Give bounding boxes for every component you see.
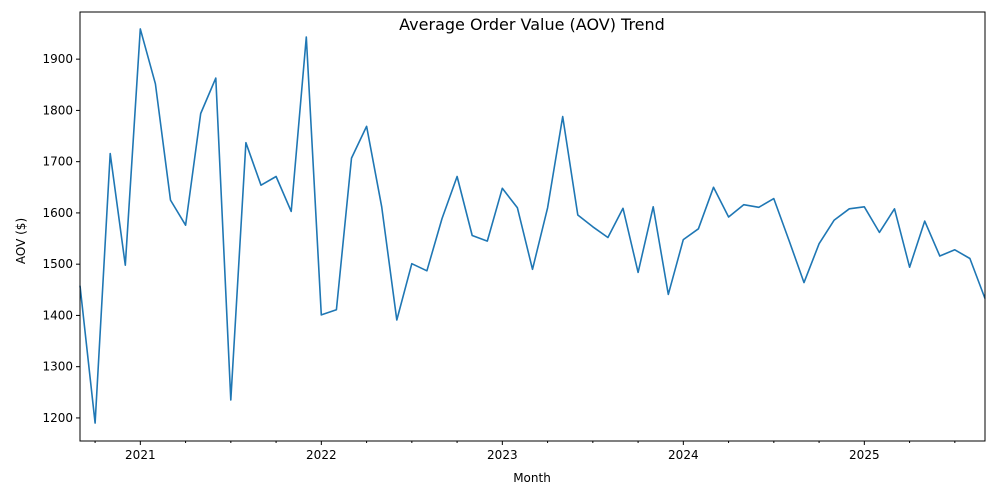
series-line <box>79 28 986 424</box>
x-tick-label: 2021 <box>125 448 156 462</box>
x-tick-label: 2023 <box>487 448 518 462</box>
y-axis: 1200 1300 1400 1500 1600 1700 1800 1900 <box>42 52 80 425</box>
x-axis: 2021 2022 2023 2024 2025 <box>94 441 956 462</box>
y-tick-label: 1300 <box>42 360 73 374</box>
x-tick-label: 2022 <box>306 448 337 462</box>
y-tick-label: 1400 <box>42 308 73 322</box>
x-tick-label: 2024 <box>668 448 699 462</box>
y-tick-label: 1200 <box>42 411 73 425</box>
x-tick-label: 2025 <box>849 448 880 462</box>
y-axis-title: AOV ($) <box>14 218 28 264</box>
series-group <box>79 28 986 424</box>
y-tick-label: 1600 <box>42 206 73 220</box>
y-tick-label: 1800 <box>42 103 73 117</box>
x-axis-title: Month <box>513 471 551 485</box>
y-tick-label: 1500 <box>42 257 73 271</box>
y-tick-label: 1700 <box>42 155 73 169</box>
plot-frame <box>79 11 986 442</box>
chart-title: Average Order Value (AOV) Trend <box>399 15 665 34</box>
y-tick-label: 1900 <box>42 52 73 66</box>
